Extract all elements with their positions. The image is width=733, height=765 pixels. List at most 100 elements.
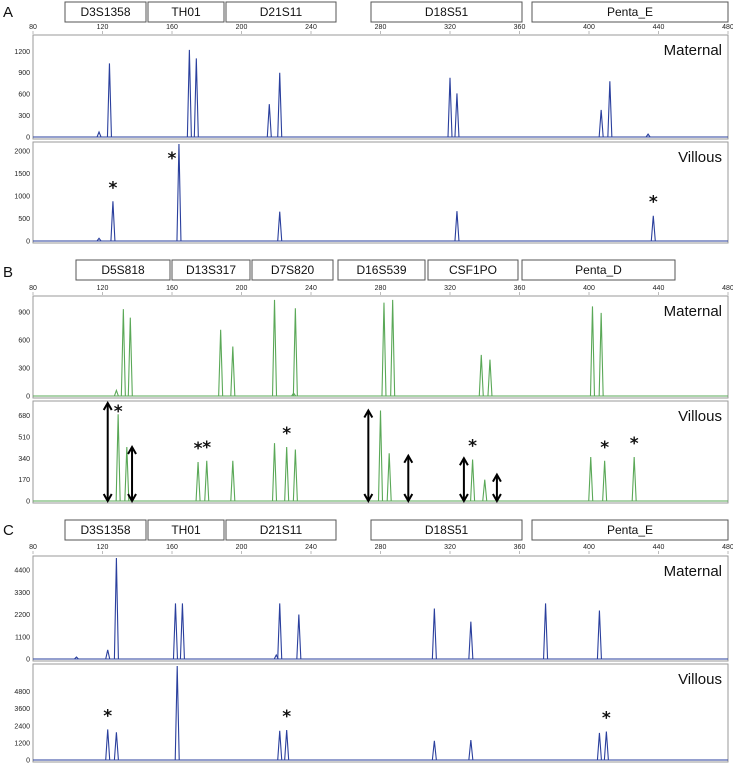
y-tick-label: 0 xyxy=(26,239,30,246)
track-frame-maternal xyxy=(32,295,729,399)
peak xyxy=(447,77,453,138)
x-tick-label: 240 xyxy=(305,285,317,292)
y-tick-label: 600 xyxy=(18,338,30,345)
arrow-head-top xyxy=(127,444,137,455)
peak xyxy=(106,63,112,138)
x-tick-label: 240 xyxy=(305,544,317,551)
x-tick-label: 280 xyxy=(375,24,387,31)
arrow-head-bottom xyxy=(363,493,374,504)
arrow-head-top xyxy=(492,472,502,483)
x-tick-label: 160 xyxy=(166,285,178,292)
y-tick-label: 900 xyxy=(18,310,30,317)
x-tick-label: 440 xyxy=(653,285,665,292)
x-tick-label: 200 xyxy=(236,24,248,31)
peak xyxy=(193,58,199,138)
locus-label: D5S818 xyxy=(101,263,145,277)
x-tick-label: 480 xyxy=(722,24,733,31)
peak xyxy=(113,557,119,660)
x-tick-label: 360 xyxy=(514,544,526,551)
y-tick-label: 3600 xyxy=(14,706,30,713)
peak xyxy=(645,133,651,138)
peak xyxy=(381,302,387,397)
peak xyxy=(603,731,609,761)
x-tick-label: 80 xyxy=(29,544,37,551)
peak xyxy=(105,649,111,660)
locus-label: D3S1358 xyxy=(80,523,130,537)
arrow-head-bottom xyxy=(459,493,469,504)
peak xyxy=(96,130,102,138)
peak xyxy=(482,479,488,502)
peak xyxy=(598,109,604,138)
arrow-head-top xyxy=(363,408,374,419)
x-tick-label: 80 xyxy=(29,285,37,292)
peak xyxy=(292,449,298,502)
peak xyxy=(204,460,210,502)
asterisk-marker: * xyxy=(168,149,177,169)
x-tick-label: 160 xyxy=(166,24,178,31)
x-tick-label: 120 xyxy=(97,544,109,551)
locus-box-d3s1358 xyxy=(64,1,147,23)
y-tick-label: 2200 xyxy=(14,612,30,619)
arrow-head-bottom xyxy=(102,493,113,504)
x-tick-label: 200 xyxy=(236,285,248,292)
track-frame-villous xyxy=(32,141,729,244)
peak xyxy=(105,729,111,761)
y-tick-label: 900 xyxy=(18,70,30,77)
y-tick-label: 0 xyxy=(26,394,30,401)
locus-box-d3s1358 xyxy=(64,519,147,541)
peak xyxy=(596,732,602,761)
asterisk-marker: * xyxy=(468,437,477,457)
x-tick-label: 400 xyxy=(583,24,595,31)
locus-box-th01 xyxy=(147,519,225,541)
peak xyxy=(543,603,549,660)
track-label-villous: Villous xyxy=(678,149,722,166)
x-tick-label: 400 xyxy=(583,544,595,551)
track-frame-maternal xyxy=(32,555,729,662)
y-tick-label: 510 xyxy=(18,434,30,441)
asterisk-marker: * xyxy=(103,706,112,726)
asterisk-marker: * xyxy=(114,402,123,422)
locus-label: D7S820 xyxy=(271,263,315,277)
asterisk-marker: * xyxy=(630,434,639,454)
locus-label: D13S317 xyxy=(186,263,236,277)
peak xyxy=(454,93,460,138)
peak xyxy=(96,237,102,242)
peak xyxy=(454,211,460,242)
locus-box-csf1po xyxy=(427,259,519,281)
panel-c-letter: C xyxy=(3,522,14,539)
x-tick-label: 480 xyxy=(722,544,733,551)
x-tick-label: 440 xyxy=(653,544,665,551)
y-tick-label: 340 xyxy=(18,456,30,463)
arrow-head-top xyxy=(459,456,469,466)
peak xyxy=(230,460,236,502)
y-tick-label: 3300 xyxy=(14,590,30,597)
locus-label: Penta_D xyxy=(575,263,622,277)
peak xyxy=(291,392,297,397)
y-tick-label: 0 xyxy=(26,499,30,506)
locus-label: D18S51 xyxy=(425,523,469,537)
track-frame-villous xyxy=(32,663,729,763)
peak xyxy=(598,312,604,397)
locus-box-d13s317 xyxy=(171,259,251,281)
y-tick-label: 2400 xyxy=(14,723,30,730)
peak xyxy=(650,215,656,242)
track-label-maternal: Maternal xyxy=(664,42,722,59)
y-tick-label: 170 xyxy=(18,477,30,484)
y-tick-label: 680 xyxy=(18,413,30,420)
peak xyxy=(195,462,201,502)
peak xyxy=(631,457,637,502)
peak xyxy=(218,329,224,397)
x-tick-label: 120 xyxy=(97,285,109,292)
peak xyxy=(273,653,279,660)
x-tick-label: 240 xyxy=(305,24,317,31)
x-tick-label: 320 xyxy=(444,285,456,292)
locus-label: TH01 xyxy=(171,523,201,537)
peak xyxy=(186,49,192,138)
peak xyxy=(124,446,130,502)
peak xyxy=(284,730,290,761)
panel-a-letter: A xyxy=(3,4,13,21)
peak xyxy=(487,359,493,397)
peak xyxy=(277,72,283,138)
peak xyxy=(377,410,384,502)
x-tick-label: 160 xyxy=(166,544,178,551)
